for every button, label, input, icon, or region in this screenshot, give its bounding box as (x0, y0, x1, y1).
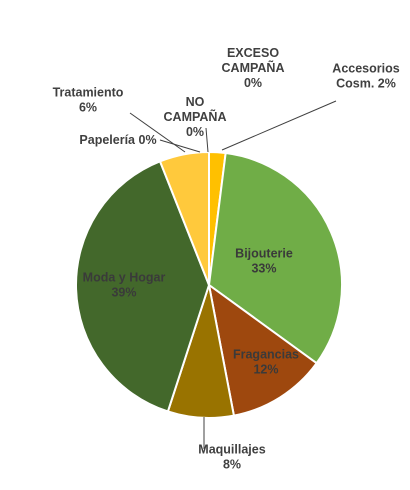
slice-label-tratamiento: Tratamiento 6% (53, 86, 124, 115)
slice-label-line: Bijouterie (235, 247, 293, 261)
slice-labels: Accesorios Cosm. 2% Bijouterie 33% Fragancia… (53, 46, 400, 472)
slice-label-line: NO (186, 95, 205, 109)
slice-label-line: 0% (244, 76, 262, 90)
slice-label-line: 8% (223, 458, 241, 472)
slice-tratamiento (158, 150, 210, 286)
slice-label-line: CAMPAÑA (222, 60, 285, 75)
slice-label-accesorios-cosm: Accesorios Cosm. 2% (332, 62, 399, 91)
slice-label-maquillajes: Maquillajes 8% (198, 443, 265, 472)
slice-label-line: Maquillajes (198, 443, 265, 457)
slice-label-line: Moda y Hogar (83, 271, 166, 285)
slice-label-line: CAMPAÑA (164, 109, 227, 124)
slice-label-line: 6% (79, 101, 97, 115)
slice-label-fragancias: Fragancias 12% (233, 348, 299, 377)
slice-label-line: Papelería 0% (79, 133, 156, 147)
slice-label-exceso-campana: EXCESO CAMPAÑA 0% (222, 46, 285, 90)
slice-label-line: Tratamiento (53, 86, 124, 100)
slice-label-papeleria: Papelería 0% (79, 133, 156, 147)
slice-label-no-campana: NO CAMPAÑA 0% (164, 95, 227, 139)
slice-label-line: 39% (111, 286, 136, 300)
slice-label-line: EXCESO (227, 46, 279, 60)
leader-line-tratamiento (129, 112, 186, 153)
leader-line-accesorios-cosm (221, 100, 337, 151)
slice-label-line: Cosm. 2% (336, 77, 396, 91)
leader-lines (129, 100, 337, 449)
slice-label-line: Accesorios (332, 62, 399, 76)
slice-label-bijouterie: Bijouterie 33% (235, 247, 293, 276)
slice-label-line: 0% (186, 125, 204, 139)
leader-line-papeleria (159, 139, 201, 153)
slice-moda-y-hogar (75, 160, 211, 413)
slice-label-line: 12% (253, 363, 278, 377)
slice-label-moda-y-hogar: Moda y Hogar 39% (83, 271, 166, 300)
pie-slices (75, 150, 343, 419)
slice-bijouterie (207, 151, 343, 365)
slice-label-line: Fragancias (233, 348, 299, 362)
slice-fragancias (207, 282, 318, 417)
leader-line-no-campana (205, 127, 209, 153)
slice-label-line: 33% (251, 262, 276, 276)
